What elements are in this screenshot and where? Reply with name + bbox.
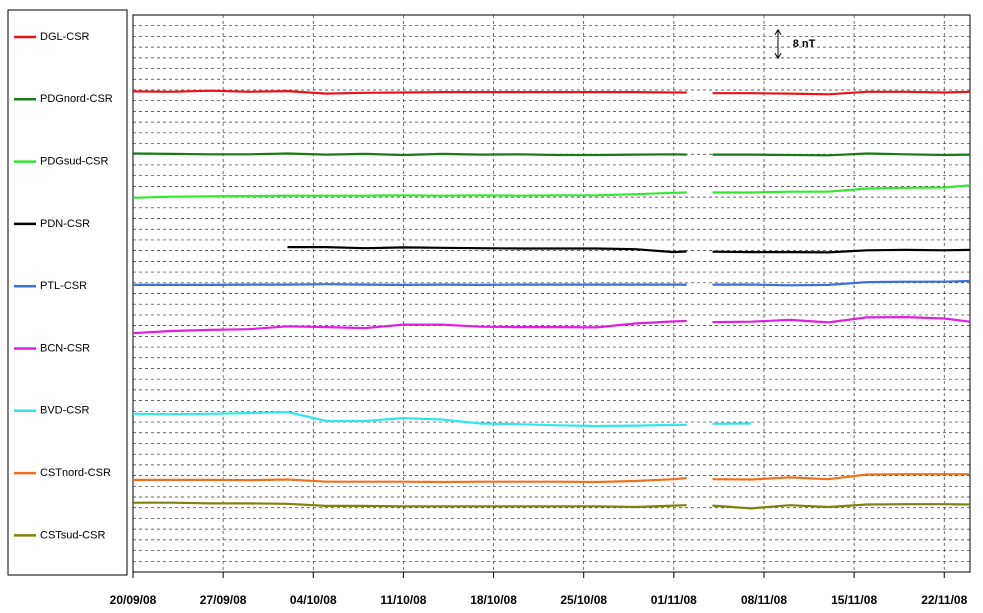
x-tick-label: 25/10/08 [560,593,607,607]
scale-arrow [774,28,782,60]
series-line [133,279,971,287]
plot-area [133,15,970,572]
x-tick-label: 04/10/08 [290,593,337,607]
x-tick-label: 27/09/08 [200,593,247,607]
x-tick-label: 18/10/08 [470,593,517,607]
x-tick-label: 20/09/08 [110,593,157,607]
series-line [132,410,752,428]
legend-label: CSTnord-CSR [40,467,111,479]
series-line [133,501,971,510]
series-line [132,152,971,157]
legend-label: PDGsud-CSR [40,156,109,168]
legend-label: BCN-CSR [40,342,90,354]
x-tick-label: 08/11/08 [741,593,787,607]
series-line [133,473,970,484]
legend-label: PDN-CSR [40,218,90,230]
x-tick-label: 22/11/08 [921,593,967,607]
x-tick-label: 11/10/08 [380,593,426,607]
series-line [132,89,971,96]
plot-border [132,14,971,573]
legend-label: CSTsud-CSR [40,529,105,541]
series-line [132,184,971,199]
x-tick-label: 01/11/08 [651,593,697,607]
legend-label: PTL-CSR [40,280,87,292]
legend-label: PDGnord-CSR [40,93,113,105]
legend-box [7,9,128,576]
x-tick-label: 15/11/08 [831,593,877,607]
legend-label: DGL-CSR [40,31,90,43]
legend-label: BVD-CSR [40,405,90,417]
scale-label: 8 nT [793,38,816,50]
series-line [287,246,971,254]
series-line [132,316,971,335]
